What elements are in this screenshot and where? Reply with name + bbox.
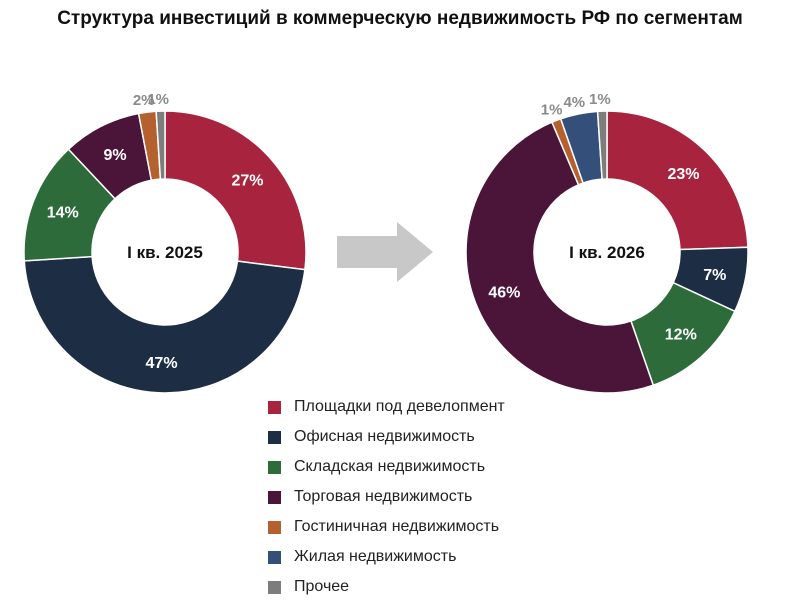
center-label: I кв. 2026 <box>569 243 645 262</box>
data-label: 46% <box>488 285 520 302</box>
legend-swatch <box>268 580 281 594</box>
legend-item: Прочее <box>268 572 505 602</box>
legend-swatch <box>268 430 281 444</box>
donut-chart-2: 23% 7% 12% 46% 1% 4% 1% I кв. 2026 <box>465 91 749 394</box>
data-label: 1% <box>541 101 563 118</box>
legend-item: Офисная недвижимость <box>268 422 505 452</box>
legend-item: Гостиничная недвижимость <box>268 512 505 542</box>
data-label: 14% <box>47 205 79 222</box>
data-label: 27% <box>231 172 263 189</box>
chart-title: Структура инвестиций в коммерческую недв… <box>57 8 743 29</box>
donut-slice <box>23 255 306 394</box>
legend-item: Площадки под девелопмент <box>268 392 505 422</box>
data-label: 4% <box>563 94 585 111</box>
legend-item: Складская недвижимость <box>268 452 505 482</box>
data-label: 1% <box>147 91 169 108</box>
donut-slice <box>164 110 307 271</box>
donut-slice <box>155 110 166 180</box>
donut-chart-1: 27% 47% 14% 9% 2%1% I кв. 2025 <box>23 91 307 394</box>
legend-item: Торговая недвижимость <box>268 482 505 512</box>
data-label: 2% <box>133 92 155 109</box>
donut-slice <box>606 110 749 251</box>
data-label: 47% <box>146 355 178 372</box>
legend-swatch <box>268 400 281 414</box>
legend-label: Гостиничная недвижимость <box>294 518 500 535</box>
legend-label: Складская недвижимость <box>294 458 486 475</box>
legend-label: Торговая недвижимость <box>294 488 473 505</box>
arrow-right-icon <box>337 222 433 282</box>
center-label: I кв. 2025 <box>127 243 203 262</box>
legend: Площадки под девелопмент Офисная недвижим… <box>268 392 505 602</box>
data-label: 12% <box>665 327 697 344</box>
donut-slice <box>596 110 608 180</box>
legend-item: Жилая недвижимость <box>268 542 505 572</box>
data-label: 23% <box>667 166 699 183</box>
legend-label: Площадки под девелопмент <box>294 398 505 415</box>
donut-slice <box>465 121 655 394</box>
data-label: 1% <box>589 91 611 108</box>
legend-label: Офисная недвижимость <box>294 428 475 445</box>
legend-swatch <box>268 550 281 564</box>
legend-swatch <box>268 490 281 504</box>
legend-label: Жилая недвижимость <box>294 548 457 565</box>
data-label: 9% <box>103 147 126 164</box>
legend-swatch <box>268 460 281 474</box>
legend-swatch <box>268 520 281 534</box>
data-label: 7% <box>703 267 726 284</box>
legend-label: Прочее <box>294 578 350 595</box>
